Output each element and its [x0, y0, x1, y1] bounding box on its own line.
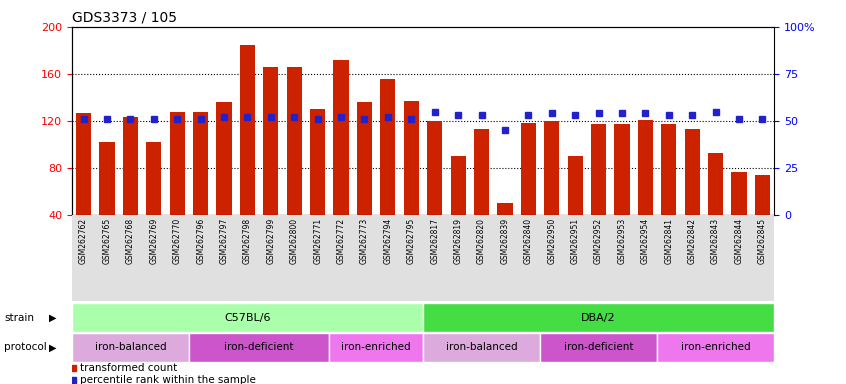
Text: iron-deficient: iron-deficient	[224, 342, 294, 353]
Bar	[732, 172, 746, 215]
Text: percentile rank within the sample: percentile rank within the sample	[80, 375, 255, 384]
Text: protocol: protocol	[4, 342, 47, 353]
Text: GSM262842: GSM262842	[688, 218, 696, 264]
Bar	[657, 333, 774, 362]
Text: transformed count: transformed count	[80, 363, 177, 373]
Text: strain: strain	[4, 313, 34, 323]
Text: GSM262800: GSM262800	[290, 218, 299, 264]
Text: GDS3373 / 105: GDS3373 / 105	[72, 10, 177, 24]
Bar	[76, 113, 91, 215]
Text: iron-balanced: iron-balanced	[95, 342, 166, 353]
Bar	[708, 153, 723, 215]
Text: GSM262843: GSM262843	[711, 218, 720, 264]
Text: GSM262819: GSM262819	[453, 218, 463, 264]
Bar	[193, 112, 208, 215]
Bar	[189, 333, 329, 362]
Bar	[404, 101, 419, 215]
Text: GSM262951: GSM262951	[571, 218, 580, 264]
Text: iron-deficient: iron-deficient	[563, 342, 634, 353]
Bar	[310, 109, 325, 215]
Bar	[357, 102, 372, 215]
Bar	[240, 45, 255, 215]
Bar	[474, 129, 489, 215]
Bar	[170, 112, 184, 215]
Bar	[427, 121, 442, 215]
Text: GSM262795: GSM262795	[407, 218, 415, 264]
Bar	[591, 124, 606, 215]
Bar	[100, 142, 114, 215]
Text: GSM262771: GSM262771	[313, 218, 322, 264]
Text: GSM262840: GSM262840	[524, 218, 533, 264]
Text: iron-enriched: iron-enriched	[342, 342, 411, 353]
Text: GSM262773: GSM262773	[360, 218, 369, 264]
Text: GSM262796: GSM262796	[196, 218, 205, 264]
Text: GSM262772: GSM262772	[337, 218, 345, 264]
Bar	[568, 156, 583, 215]
Bar	[544, 121, 559, 215]
Text: GSM262844: GSM262844	[734, 218, 744, 264]
Text: GSM262798: GSM262798	[243, 218, 252, 264]
Bar	[540, 333, 657, 362]
Bar	[263, 67, 278, 215]
Bar	[333, 60, 349, 215]
Bar	[287, 67, 302, 215]
Text: GSM262839: GSM262839	[501, 218, 509, 264]
Text: GSM262953: GSM262953	[618, 218, 626, 264]
Text: GSM262817: GSM262817	[431, 218, 439, 264]
Bar	[381, 79, 395, 215]
Bar	[72, 333, 189, 362]
Text: GSM262768: GSM262768	[126, 218, 135, 264]
Text: GSM262845: GSM262845	[758, 218, 766, 264]
Text: iron-balanced: iron-balanced	[446, 342, 517, 353]
Bar	[451, 156, 465, 215]
Text: GSM262954: GSM262954	[641, 218, 650, 264]
Text: GSM262820: GSM262820	[477, 218, 486, 264]
Bar	[684, 129, 700, 215]
Text: ▶: ▶	[49, 313, 57, 323]
Bar	[755, 175, 770, 215]
Text: GSM262794: GSM262794	[383, 218, 393, 264]
Bar	[497, 203, 513, 215]
Text: GSM262769: GSM262769	[150, 218, 158, 264]
Bar	[423, 333, 540, 362]
Text: GSM262841: GSM262841	[664, 218, 673, 264]
Text: GSM262950: GSM262950	[547, 218, 556, 264]
Text: ▶: ▶	[49, 342, 57, 353]
Text: iron-enriched: iron-enriched	[681, 342, 750, 353]
Bar	[217, 102, 232, 215]
Text: GSM262799: GSM262799	[266, 218, 275, 264]
Bar	[521, 123, 536, 215]
Bar	[638, 120, 653, 215]
Text: GSM262765: GSM262765	[102, 218, 112, 264]
Text: DBA/2: DBA/2	[581, 313, 616, 323]
Text: GSM262797: GSM262797	[220, 218, 228, 264]
Bar	[329, 333, 423, 362]
Bar	[662, 124, 676, 215]
Bar	[423, 303, 774, 332]
Text: C57BL/6: C57BL/6	[224, 313, 271, 323]
Text: GSM262770: GSM262770	[173, 218, 182, 264]
Bar	[72, 303, 423, 332]
Bar	[614, 124, 629, 215]
Text: GSM262762: GSM262762	[80, 218, 88, 264]
Bar	[123, 118, 138, 215]
Bar	[146, 142, 162, 215]
Text: GSM262952: GSM262952	[594, 218, 603, 264]
